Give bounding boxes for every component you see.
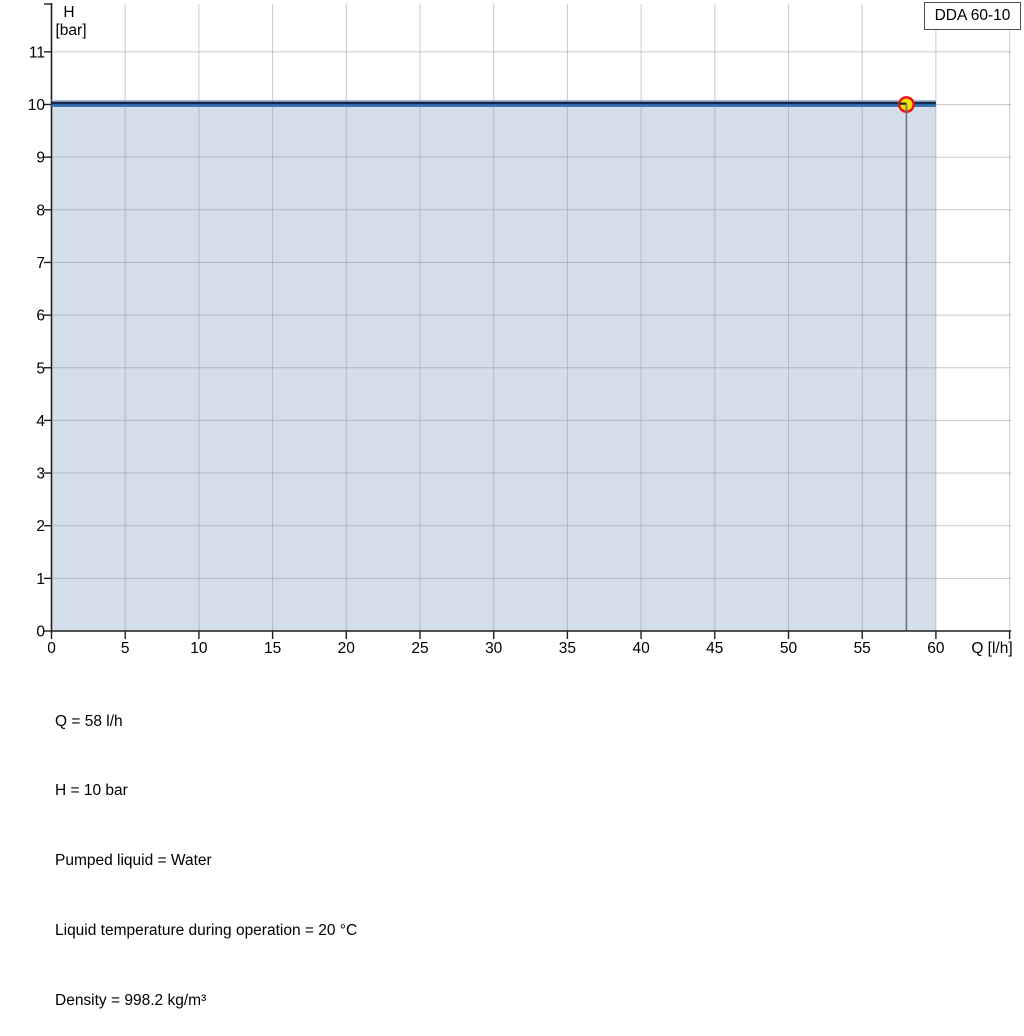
x-tick-label: 20	[338, 640, 356, 657]
pump-curve-page: { "window": { "background": "#ffffff" },…	[0, 0, 1024, 1010]
y-axis-title-unit: [bar]	[55, 22, 86, 39]
duty-flow-text: Q = 58 l/h	[55, 712, 123, 730]
y-tick-label: 11	[29, 44, 45, 61]
y-tick-label: 7	[36, 255, 45, 272]
x-tick-label: 45	[706, 640, 723, 657]
y-tick-label: 1	[36, 571, 45, 588]
x-tick-label: 30	[485, 640, 503, 657]
x-axis-title: Q [l/h]	[971, 640, 1012, 657]
x-tick-label: 10	[190, 640, 208, 657]
x-tick-label: 25	[411, 640, 428, 657]
y-tick-label: 0	[36, 624, 45, 641]
x-tick-label: 15	[264, 640, 281, 657]
y-tick-label: 10	[28, 97, 46, 114]
x-tick-label: 0	[47, 640, 56, 657]
y-tick-label: 9	[36, 150, 45, 167]
x-tick-label: 5	[121, 640, 130, 657]
y-tick-label: 6	[36, 308, 45, 325]
density-text: Density = 998.2 kg/m³	[55, 992, 207, 1010]
chart-canvas[interactable]: 0 5 10 15 20 25 30 35 40 45 50 55 6001234567891011H[…	[0, 0, 1024, 665]
duty-head-text: H = 10 bar	[55, 782, 128, 800]
liquid-temperature-text: Liquid temperature during operation = 20…	[55, 922, 358, 940]
x-tick-label: 60	[927, 640, 945, 657]
pumped-liquid-text: Pumped liquid = Water	[55, 852, 212, 870]
y-tick-label: 3	[36, 466, 45, 483]
y-axis-title-symbol: H	[63, 4, 74, 21]
x-tick-label: 50	[780, 640, 798, 657]
pump-model-label: DDA 60-10	[934, 7, 1011, 25]
pump-model-label-box: DDA 60-10	[924, 2, 1021, 30]
y-tick-label: 5	[36, 360, 45, 377]
x-tick-label: 55	[854, 640, 871, 657]
pump-curve-chart[interactable]: 0 5 10 15 20 25 30 35 40 45 50 55 60 0 1 2 3 4 5 6 7 8 9 10 11 H[…	[0, 0, 1024, 665]
y-tick-label: 2	[36, 518, 45, 535]
y-tick-label: 8	[36, 202, 45, 219]
x-tick-label: 35	[559, 640, 576, 657]
operating-conditions-panel: Q = 58 l/h H = 10 bar Pumped liquid = Wa…	[55, 663, 357, 1036]
y-tick-label: 4	[36, 413, 45, 430]
x-tick-label: 40	[632, 640, 650, 657]
